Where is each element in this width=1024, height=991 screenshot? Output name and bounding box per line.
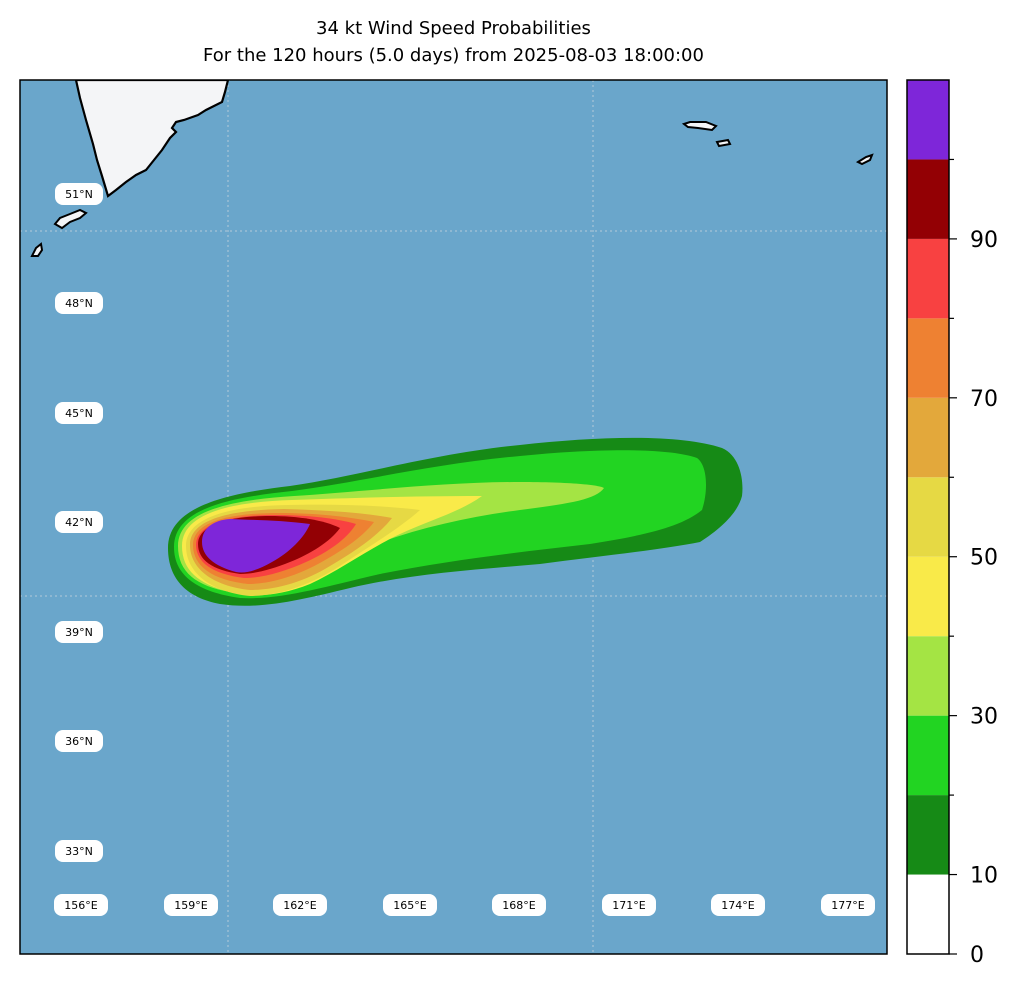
- colorbar-tick-label: 10: [970, 864, 998, 889]
- colorbar-bin: [907, 874, 949, 954]
- lon-label-bg: [602, 894, 656, 916]
- lat-label: 42°N: [65, 516, 93, 529]
- colorbar-tick-label: 90: [970, 228, 998, 253]
- lat-label: 36°N: [65, 735, 93, 748]
- colorbar-bin: [907, 397, 949, 478]
- lon-label: 168°E: [502, 899, 535, 912]
- map-frame: [19, 79, 888, 955]
- lat-label-bg: [55, 183, 103, 205]
- lon-label: 177°E: [831, 899, 864, 912]
- chart-title: 34 kt Wind Speed Probabilities: [316, 18, 591, 39]
- lon-label-bg: [164, 894, 218, 916]
- colorbar-tick-label: 30: [970, 705, 998, 730]
- contour-100: [202, 519, 310, 573]
- lon-label: 162°E: [283, 899, 316, 912]
- land-cape-tip: [53, 208, 88, 230]
- lon-label-bg: [492, 894, 546, 916]
- colorbar-bin: [907, 477, 949, 557]
- land-island-1: [681, 121, 718, 132]
- lat-label-bg: [55, 292, 103, 314]
- colorbar-bin: [907, 238, 949, 319]
- lon-label-bg: [383, 894, 437, 916]
- land-small-island: [30, 242, 44, 257]
- colorbar-frame: [906, 79, 950, 955]
- colorbar-tick-label: 0: [970, 943, 984, 968]
- lat-label-bg: [55, 402, 103, 424]
- colorbar-bin: [907, 318, 949, 398]
- colorbar-bins: [907, 80, 949, 954]
- lat-label-bg: [55, 840, 103, 862]
- colorbar-bin: [907, 636, 949, 716]
- lat-labels: 51°N 48°N 45°N 42°N 39°N 36°N 33°N: [55, 183, 103, 862]
- lat-label-bg: [55, 730, 103, 752]
- colorbar-bin: [907, 556, 949, 637]
- lat-label-bg: [55, 621, 103, 643]
- colorbar-tick-label: 70: [970, 387, 998, 412]
- colorbar-bin: [907, 795, 949, 875]
- lat-label: 45°N: [65, 407, 93, 420]
- land-kamchatka: [74, 80, 230, 198]
- colorbar-bin: [907, 715, 949, 796]
- colorbar-tick-labels: 0 10 30 50 70 90: [970, 228, 998, 968]
- colorbar-tick-label: 50: [970, 546, 998, 571]
- chart-subtitle: For the 120 hours (5.0 days) from 2025-0…: [203, 45, 704, 66]
- lat-label-bg: [55, 511, 103, 533]
- colorbar-ticks: [949, 158, 957, 955]
- lon-label: 174°E: [721, 899, 754, 912]
- lon-labels: 156°E 159°E 162°E 165°E 168°E 171°E 174°…: [54, 894, 875, 916]
- lon-label: 165°E: [393, 899, 426, 912]
- lat-label: 51°N: [65, 188, 93, 201]
- probability-swath: [168, 437, 743, 606]
- lon-label-bg: [54, 894, 108, 916]
- colorbar-bin: [907, 80, 949, 160]
- lon-label-bg: [821, 894, 875, 916]
- land-island-3: [855, 153, 874, 166]
- lon-label: 156°E: [64, 899, 97, 912]
- lat-label: 39°N: [65, 626, 93, 639]
- lat-label: 33°N: [65, 845, 93, 858]
- colorbar-bin: [907, 159, 949, 239]
- lon-label-bg: [273, 894, 327, 916]
- lon-label-bg: [711, 894, 765, 916]
- land-island-2: [715, 138, 732, 148]
- lon-label: 159°E: [174, 899, 207, 912]
- lon-label: 171°E: [612, 899, 645, 912]
- lat-label: 48°N: [65, 297, 93, 310]
